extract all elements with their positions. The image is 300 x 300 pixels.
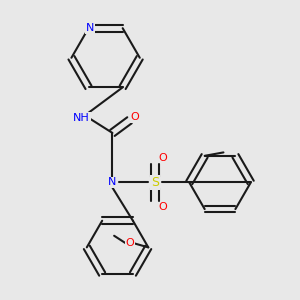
Text: O: O: [130, 112, 139, 122]
Text: O: O: [125, 238, 134, 248]
Text: S: S: [151, 176, 159, 189]
Text: NH: NH: [73, 113, 90, 123]
Text: O: O: [158, 202, 167, 212]
Text: O: O: [158, 152, 167, 163]
Text: N: N: [108, 178, 117, 188]
Text: N: N: [86, 23, 94, 33]
